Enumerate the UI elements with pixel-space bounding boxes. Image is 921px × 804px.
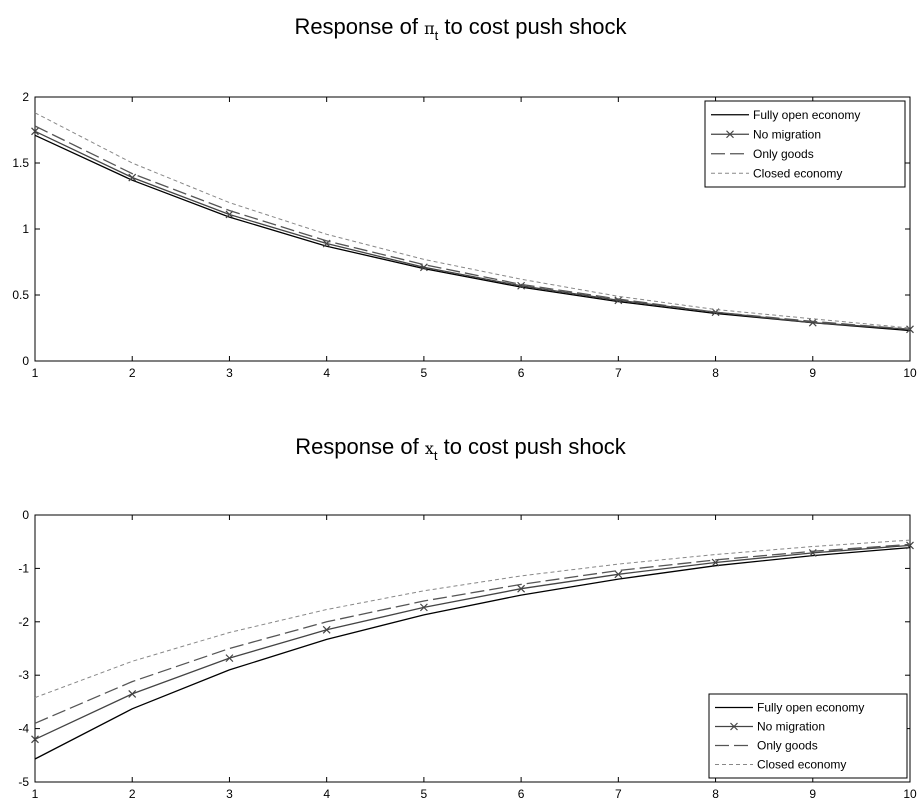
title-prefix: Response of [294,14,425,39]
x-tick-label: 2 [129,787,136,801]
legend-marker [726,130,734,139]
y-tick-label: 0.5 [12,288,29,302]
x-tick-label: 10 [903,366,917,380]
legend-label: No migration [753,127,821,141]
x-tick-label: 4 [323,366,330,380]
legend-label: Only goods [757,739,818,753]
x-tick-label: 3 [226,366,233,380]
x-tick-label: 10 [903,787,917,801]
title-subscript: t [434,28,439,43]
data-point [517,584,526,593]
data-point [614,570,623,579]
title-subscript: t [433,448,438,463]
x-tick-label: 9 [809,787,816,801]
x-tick-label: 6 [518,366,525,380]
data-point [614,296,623,305]
data-point [906,541,914,550]
data-point [31,127,39,136]
y-tick-label: 2 [22,90,29,104]
data-point [419,263,428,272]
series-line-fully-open-economy [34,546,911,760]
legend-label: Fully open economy [757,701,864,715]
plot-frame [34,514,911,783]
x-tick-label: 2 [129,366,136,380]
data-point [225,210,234,219]
data-point [322,625,331,634]
series-line-only-goods [34,543,911,724]
title-suffix: to cost push shock [438,14,627,39]
chart-title-inflation: Response of πt to cost push shock [0,14,921,43]
series-line-only-goods [34,125,911,330]
y-tick-label: -3 [18,668,29,682]
x-tick-label: 7 [615,787,622,801]
y-tick-label: 0 [22,354,29,368]
x-tick-label: 5 [421,787,428,801]
x-tick-label: 8 [712,366,719,380]
y-tick-label: -4 [18,722,29,736]
legend-label: Only goods [753,147,814,161]
data-point [128,173,137,182]
legend-marker [730,722,738,731]
y-tick-label: 1 [22,222,29,236]
x-tick-label: 1 [32,787,39,801]
data-point [808,318,817,327]
x-tick-label: 8 [712,787,719,801]
series-line-no-migration [34,544,911,740]
title-symbol: π [424,19,435,38]
y-tick-label: 0 [22,508,29,522]
data-point [906,325,914,334]
series-line-closed-economy [34,539,911,699]
series-markers-no-migration [31,541,914,744]
y-tick-label: -1 [18,561,29,575]
x-tick-label: 1 [32,366,39,380]
x-tick-label: 9 [809,366,816,380]
inflation-response-chart: 1 2 3 4 5 6 7 8 9 10 0 0.5 1 1.5 2 Fully open economy No… [12,90,917,380]
legend-label: Fully open economy [753,108,860,122]
y-tick-label: -2 [18,615,29,629]
y-tick-label: -5 [18,775,29,789]
data-point [128,689,137,698]
title-suffix: to cost push shock [437,434,626,459]
x-tick-label: 7 [615,366,622,380]
x-tick-label: 3 [226,787,233,801]
title-symbol: x [424,439,434,458]
data-point [419,603,428,612]
data-point [225,654,234,663]
legend-label: Closed economy [753,166,842,180]
series-line-no-migration [34,130,911,330]
chart-title-output-gap: Response of xt to cost push shock [0,434,921,463]
y-tick-label: 1.5 [12,156,29,170]
legend-label: No migration [757,720,825,734]
series-line-closed-economy [34,112,911,329]
x-tick-label: 5 [421,366,428,380]
data-point [31,735,39,744]
data-point [517,281,526,290]
x-tick-label: 6 [518,787,525,801]
legend-label: Closed economy [757,758,846,772]
title-prefix: Response of [295,434,425,459]
x-tick-label: 4 [323,787,330,801]
